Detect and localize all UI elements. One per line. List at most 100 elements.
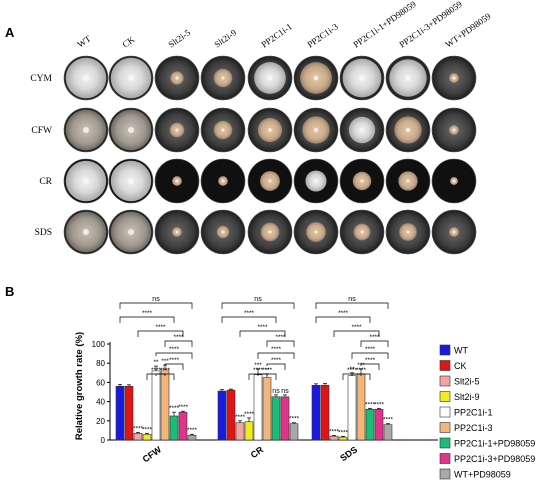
significance-label: ** <box>349 366 355 373</box>
bracket-label: **** <box>275 334 286 341</box>
bar <box>124 385 134 441</box>
bar <box>338 436 348 441</box>
legend-label: PP2C1i-3 <box>454 423 493 433</box>
culture-plate <box>431 55 477 101</box>
bar <box>365 408 375 441</box>
strain-label: PP2C1i-1 <box>259 21 293 49</box>
bracket-label: **** <box>369 334 380 341</box>
significance-label: **** <box>235 414 246 421</box>
legend-swatch <box>439 391 451 402</box>
legend-item: PP2C1i-1+PD98059 <box>439 437 535 449</box>
culture-plate <box>339 55 385 101</box>
bracket-label: ns <box>348 296 356 303</box>
bracket-label: ns <box>152 296 160 303</box>
comparison-bracket <box>315 316 371 323</box>
significance-label: **** <box>365 401 376 408</box>
legend-label: Slt2i-5 <box>454 377 480 387</box>
legend-swatch <box>439 468 451 480</box>
significance-label: ** <box>153 359 159 366</box>
bar <box>178 411 188 441</box>
y-tick-label: 0 <box>101 436 106 445</box>
culture-plate <box>108 158 154 204</box>
culture-plate <box>247 209 293 255</box>
strain-labels: WT CK Slt2i-5 Slt2i-9 PP2C1i-1 PP2C1i-3 PP2C1i… <box>75 0 493 50</box>
legend-item: PP2C1i-3 <box>439 422 493 433</box>
significance-label: **** <box>133 425 144 432</box>
culture-plate <box>431 209 477 255</box>
media-label: SDS <box>35 228 52 238</box>
significance-label: **** <box>289 416 300 423</box>
culture-plate <box>200 107 246 153</box>
bracket-label: **** <box>169 346 180 353</box>
significance-label: **** <box>329 428 340 435</box>
media-label: CFW <box>31 126 52 136</box>
significance-label: **** <box>374 401 385 408</box>
legend-item: WT <box>439 344 468 356</box>
culture-plate <box>339 209 385 255</box>
comparison-bracket <box>257 352 295 359</box>
culture-plate <box>339 107 385 153</box>
bracket-label: **** <box>244 310 255 317</box>
culture-plate <box>247 107 293 153</box>
legend-item: WT+PD98059 <box>439 468 511 480</box>
culture-plate <box>293 107 339 153</box>
bar <box>271 396 281 441</box>
strain-label: Slt2i-5 <box>166 27 192 50</box>
significance-label: **** <box>187 427 198 434</box>
bar <box>383 424 393 441</box>
strain-label: PP2C1i-3 <box>305 21 340 50</box>
culture-plate <box>385 55 431 101</box>
legend-label: PP2C1i-1 <box>454 408 493 418</box>
significance-label: *** <box>254 362 262 369</box>
bar <box>217 390 227 441</box>
legend-label: PP2C1i-3+PD98059 <box>454 454 535 464</box>
comparison-bracket <box>360 363 380 370</box>
comparison-bracket <box>315 302 389 309</box>
legend-label: PP2C1i-1+PD98059 <box>454 439 535 449</box>
comparison-bracket <box>351 373 371 380</box>
bar <box>374 408 384 441</box>
significance-label: ns <box>272 388 280 395</box>
bar <box>169 415 179 441</box>
comparison-bracket <box>164 340 193 347</box>
bracket-label: **** <box>257 324 268 331</box>
y-axis-title: Relative growth rate (%) <box>74 332 85 440</box>
bar <box>289 423 299 441</box>
culture-plate <box>293 209 339 255</box>
comparison-bracket <box>360 340 389 347</box>
comparison-bracket <box>266 340 295 347</box>
legend-label: Slt2i-9 <box>454 392 480 402</box>
bracket-label: **** <box>173 334 184 341</box>
bar <box>235 422 245 441</box>
legend-item: PP2C1i-3+PD98059 <box>439 453 535 464</box>
bracket-label: ns <box>254 296 262 303</box>
panel-a-label: A <box>5 25 15 40</box>
significance-label: **** <box>169 405 180 412</box>
legend-label: CK <box>454 361 467 371</box>
culture-plate <box>63 107 109 153</box>
category-label: CFW <box>141 444 164 464</box>
strain-label: Slt2i-9 <box>212 27 238 50</box>
culture-plate <box>339 158 385 204</box>
legend-swatch <box>439 422 451 433</box>
comparison-bracket <box>351 352 389 359</box>
culture-plate <box>293 158 339 204</box>
significance-label: **** <box>338 429 349 436</box>
significance-label: ** <box>264 367 270 374</box>
bar <box>160 369 170 441</box>
y-tick-label: 100 <box>92 340 106 349</box>
legend-swatch <box>439 437 451 449</box>
bar <box>320 384 330 441</box>
strain-label: WT <box>75 33 93 50</box>
significance-label: **** <box>244 411 255 418</box>
bracket-label: **** <box>142 310 153 317</box>
culture-plate <box>200 209 246 255</box>
bar <box>244 421 254 441</box>
culture-plate <box>154 55 200 101</box>
bracket-label: **** <box>271 346 282 353</box>
bracket-label: **** <box>169 357 180 364</box>
bar <box>262 377 272 441</box>
bracket-label: **** <box>356 367 367 374</box>
bracket-label: **** <box>347 367 358 374</box>
